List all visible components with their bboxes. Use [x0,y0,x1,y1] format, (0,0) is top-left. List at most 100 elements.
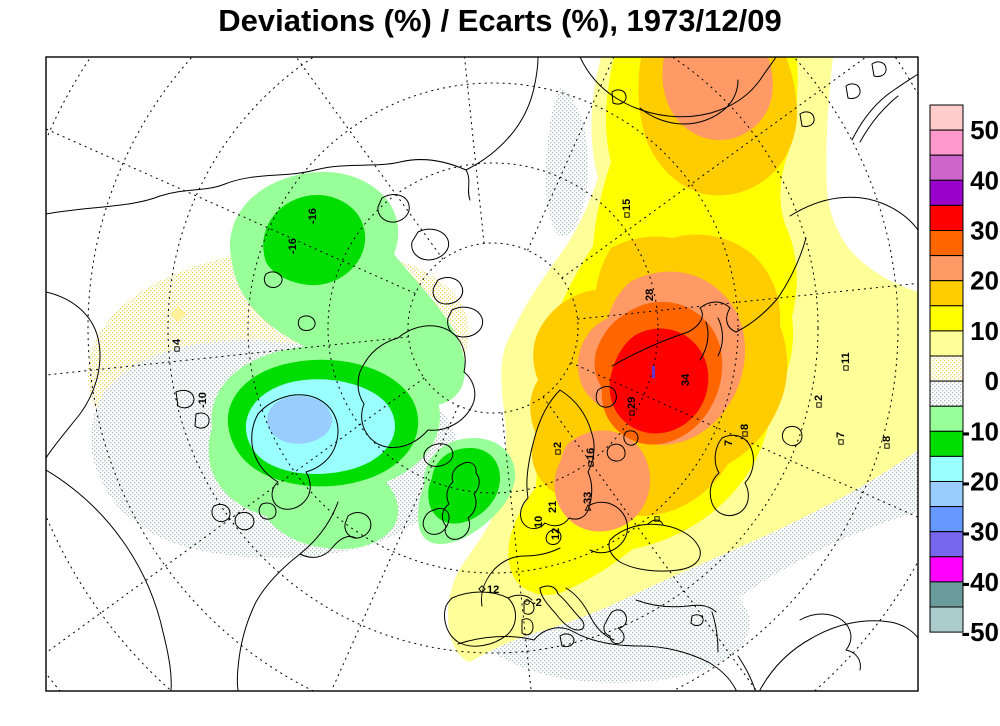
island-corsica [523,600,535,615]
region-canada-neg20-25 [267,395,333,444]
colorbar-cell-fill [929,380,964,407]
station-label: -2 [524,597,542,609]
station-label: -16 [307,208,319,224]
station-value: 28 [644,289,656,301]
island-arctic-3 [432,277,464,305]
station-label: 15 [621,199,633,218]
coast-greece [603,609,627,645]
colorbar-tick-label: 0 [985,366,999,396]
station-label: 33 [582,492,594,511]
colorbar-cell-fill [929,280,964,307]
island-sardinia [521,618,534,636]
coast-north-africa [457,627,737,691]
coast-na-east [236,501,339,691]
region-russia-30-35 [609,328,709,434]
coast-levant [711,611,719,653]
station-value: 8 [739,424,751,430]
colorbar-cell-fill [929,330,964,357]
island-arctic-1 [377,194,410,223]
coast-hudson-bay [251,394,339,510]
colorbar-cell-fill [929,581,964,608]
coast-chukotka [639,79,739,125]
colorbar-cell-fill [929,104,964,131]
colorbar-cell-fill [929,455,964,482]
island-severnaya [871,61,887,77]
coast-europe-west [481,547,561,607]
lake-great-2 [234,511,255,531]
coast-na-west-south [46,469,172,691]
station-value: 34 [680,373,692,386]
region-southeast-band-neg5-0 [670,448,918,622]
meridian-line [464,57,485,244]
meridian-line [46,128,416,294]
meridian-line [501,412,532,691]
meridian-line [577,282,918,320]
station-label: 28 [644,289,656,301]
station-value: 12 [550,528,562,540]
coast-novaya-zemlya-2 [859,95,899,143]
station-value: 2 [813,395,825,401]
station-label: 7 [835,432,847,445]
coast-ob-gulf-1 [699,321,709,361]
colorbar-cell-fill [929,430,964,457]
island-arctic-2 [411,228,450,261]
colorbar-cell-fill [929,129,964,156]
page-title: Deviations (%) / Ecarts (%), 1973/12/09 [218,3,782,38]
station-label: 16 [585,448,597,467]
station-label: 10 [533,516,545,528]
lake-great-3 [258,502,277,520]
island-arctic-5 [263,271,283,288]
meridian-line [570,362,918,518]
coastlines [46,57,918,691]
meridian-line [527,57,615,251]
map-frame [45,56,919,692]
island-denmark [545,529,562,545]
meridian-line [561,57,867,279]
station-value: 4 [171,338,183,345]
coast-st-lawrence [299,535,357,558]
coast-ob-gulf-2 [717,317,723,357]
station-label: 34 [680,373,692,386]
station-value: -10 [197,392,209,408]
island-arctic-4 [447,306,484,338]
station-value: 7 [723,440,735,446]
coast-persian-gulf [799,613,861,671]
coast-france-med [507,594,533,601]
colorbar-cell-fill [929,305,964,332]
latitude-circle [167,57,819,654]
colorbar-cell-fill [929,154,964,181]
station-label: 12 [550,528,562,540]
colorbar-cell-fill [929,179,964,206]
coast-italy [539,585,585,631]
coast-crimea [647,519,664,526]
colorbar-cell-fill [929,556,964,583]
meridian-line [46,336,409,376]
station-label: -16 [287,238,299,254]
station-label: -10 [197,392,209,408]
region-alaska-neg10-15 [263,195,366,286]
coast-novaya-zemlya-1 [851,73,918,141]
colorbar-cell-fill [929,204,964,231]
latitude-circle [327,162,659,494]
station-label: 8 [881,436,893,449]
station-label: 2 [552,442,564,455]
latitude-circle [407,242,579,414]
region-siberia-top-20-25 [662,57,773,140]
lake-aral [781,425,803,447]
coast-red-sea [737,655,756,691]
colorbar-cell-fill [929,230,964,257]
coast-scandinavia [520,389,595,530]
station-value: 21 [547,501,559,513]
colorbar-tick-label: -10 [961,416,999,446]
colorbar-legend: 50 40 30 20 10 0 -10 -20 -30 -40 -50 [929,104,999,647]
lake-ladoga [606,443,626,462]
colorbar-cell-fill [929,531,964,558]
lake-caspian [709,434,754,517]
colorbar-tick-label: 10 [970,316,999,346]
island-kara-1 [799,111,815,127]
colorbar-cell-fill [929,405,964,432]
station-value: 10 [533,516,545,528]
